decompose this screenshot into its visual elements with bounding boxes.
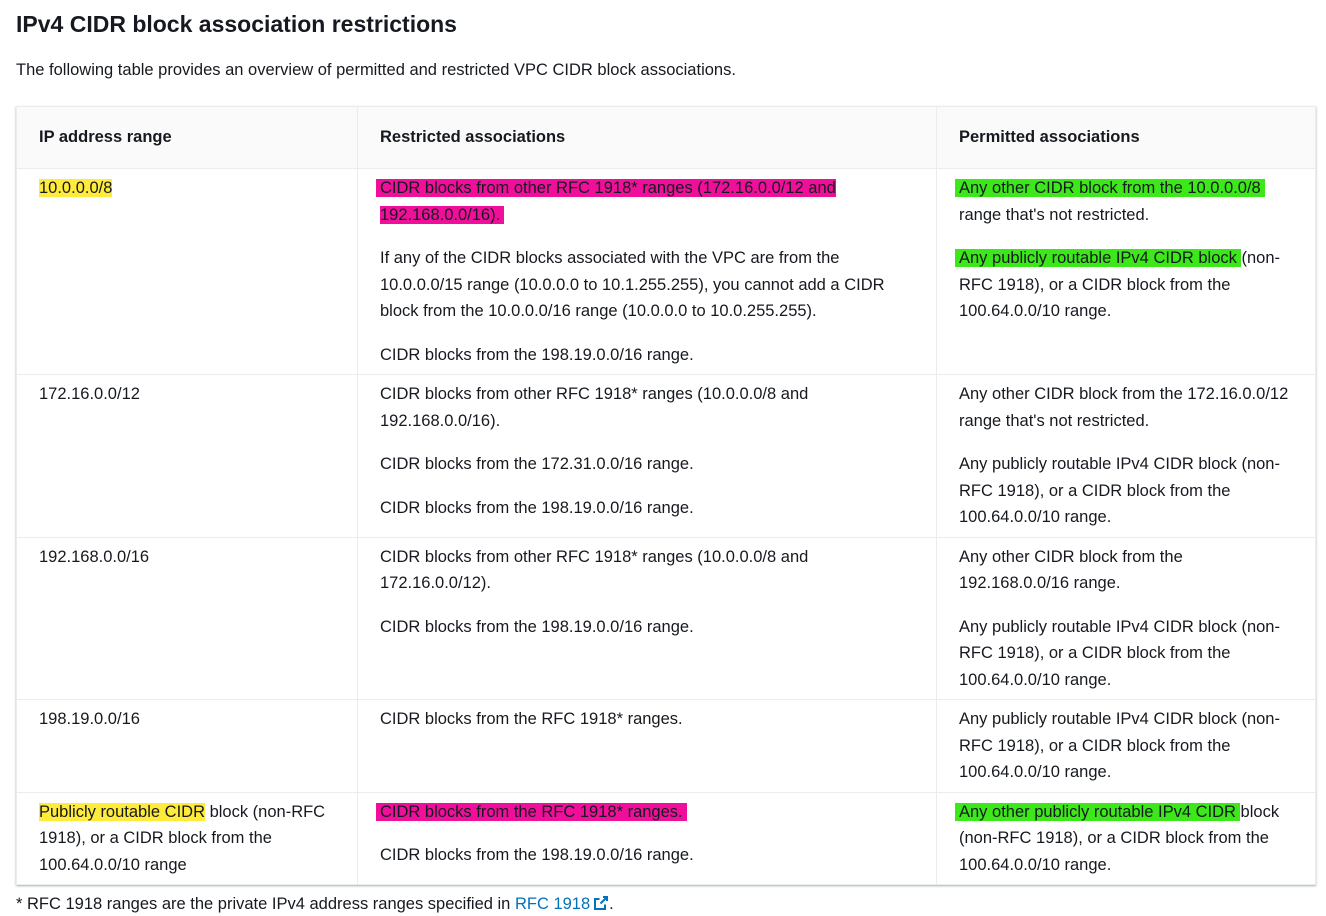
table-header-row: IP address range Restricted associations…: [16, 106, 1316, 169]
cell-restricted: CIDR blocks from other RFC 1918* ranges …: [357, 168, 937, 375]
restriction-text: CIDR blocks from other RFC 1918* ranges …: [380, 385, 809, 430]
highlighted-permission: Any publicly routable IPv4 CIDR block: [959, 249, 1237, 267]
highlighted-permission: Any other CIDR block from the 10.0.0.0/8: [959, 179, 1261, 197]
cell-ip-range: 198.19.0.0/16: [16, 699, 358, 793]
range-text: block (non-RFC 1918), or a CIDR block fr…: [39, 802, 326, 874]
cell-restricted: CIDR blocks from the RFC 1918* ranges. C…: [357, 792, 937, 885]
permission-text: Any other CIDR block from the 172.16.0.0…: [959, 385, 1289, 430]
permission-text: Any publicly routable IPv4 CIDR block (n…: [959, 455, 1280, 526]
footnote: * RFC 1918 ranges are the private IPv4 a…: [16, 892, 614, 916]
footnote-text: * RFC 1918 ranges are the private IPv4 a…: [16, 895, 515, 913]
highlighted-permission: Any other publicly routable IPv4 CIDR: [959, 802, 1236, 821]
restriction-text: CIDR blocks from the 198.19.0.0/16 range…: [380, 345, 694, 364]
table-row: 198.19.0.0/16 CIDR blocks from the RFC 1…: [16, 699, 1316, 793]
column-header-restricted: Restricted associations: [357, 106, 937, 169]
restriction-text: CIDR blocks from the 198.19.0.0/16 range…: [380, 498, 694, 517]
table-row: 192.168.0.0/16 CIDR blocks from other RF…: [16, 537, 1316, 700]
restriction-text: CIDR blocks from other RFC 1918* ranges …: [380, 547, 809, 593]
permission-text: (non-RFC 1918), or a CIDR block from the…: [959, 249, 1280, 320]
intro-text: The following table provides an overview…: [16, 61, 736, 79]
column-header-ip-range: IP address range: [16, 106, 358, 169]
cell-restricted: CIDR blocks from the RFC 1918* ranges.: [357, 699, 937, 793]
permission-text: block (non-RFC 1918), or a CIDR block fr…: [959, 802, 1280, 874]
permission-text: range that's not restricted.: [959, 205, 1150, 224]
cell-permitted: Any publicly routable IPv4 CIDR block (n…: [936, 699, 1316, 793]
cell-restricted: CIDR blocks from other RFC 1918* ranges …: [357, 537, 937, 700]
cell-ip-range: 192.168.0.0/16: [16, 537, 358, 700]
highlighted-restriction: CIDR blocks from the RFC 1918* ranges.: [380, 802, 683, 821]
cell-permitted: Any other CIDR block from the 192.168.0.…: [936, 537, 1316, 700]
external-link-icon[interactable]: [593, 895, 609, 911]
restriction-text: If any of the CIDR blocks associated wit…: [380, 249, 885, 320]
cell-ip-range: 10.0.0.0/8: [16, 168, 358, 375]
cell-permitted: Any other CIDR block from the 10.0.0.0/8…: [936, 168, 1316, 375]
cell-permitted: Any other publicly routable IPv4 CIDR bl…: [937, 792, 1316, 885]
rfc-link-label[interactable]: RFC 1918: [514, 895, 591, 913]
rfc-1918-link[interactable]: RFC 1918: [515, 895, 609, 913]
permission-text: Any publicly routable IPv4 CIDR block (n…: [959, 617, 1280, 689]
highlighted-range: Publicly routable CIDR: [39, 802, 205, 821]
restriction-text: CIDR blocks from the 172.31.0.0/16 range…: [380, 455, 694, 473]
table-row: Publicly routable CIDR block (non-RFC 19…: [16, 792, 1316, 885]
cell-ip-range: 172.16.0.0/12: [16, 374, 358, 538]
permission-text: Any other CIDR block from the 192.168.0.…: [959, 547, 1183, 593]
cell-restricted: CIDR blocks from other RFC 1918* ranges …: [357, 374, 937, 538]
column-header-permitted: Permitted associations: [936, 106, 1316, 169]
cell-permitted: Any other CIDR block from the 172.16.0.0…: [936, 374, 1316, 538]
highlighted-range: 10.0.0.0/8: [39, 179, 113, 197]
table-row: 10.0.0.0/8 CIDR blocks from other RFC 19…: [16, 168, 1316, 375]
table-row: 172.16.0.0/12 CIDR blocks from other RFC…: [16, 374, 1316, 538]
page-title: IPv4 CIDR block association restrictions: [16, 11, 457, 37]
footnote-period: .: [609, 895, 614, 913]
cell-ip-range: Publicly routable CIDR block (non-RFC 19…: [16, 792, 358, 885]
cidr-restrictions-table: IP address range Restricted associations…: [16, 106, 1316, 885]
restriction-text: CIDR blocks from the 198.19.0.0/16 range…: [380, 846, 694, 864]
highlighted-restriction: CIDR blocks from other RFC 1918* ranges …: [380, 179, 836, 224]
restriction-text: CIDR blocks from the 198.19.0.0/16 range…: [380, 617, 694, 636]
